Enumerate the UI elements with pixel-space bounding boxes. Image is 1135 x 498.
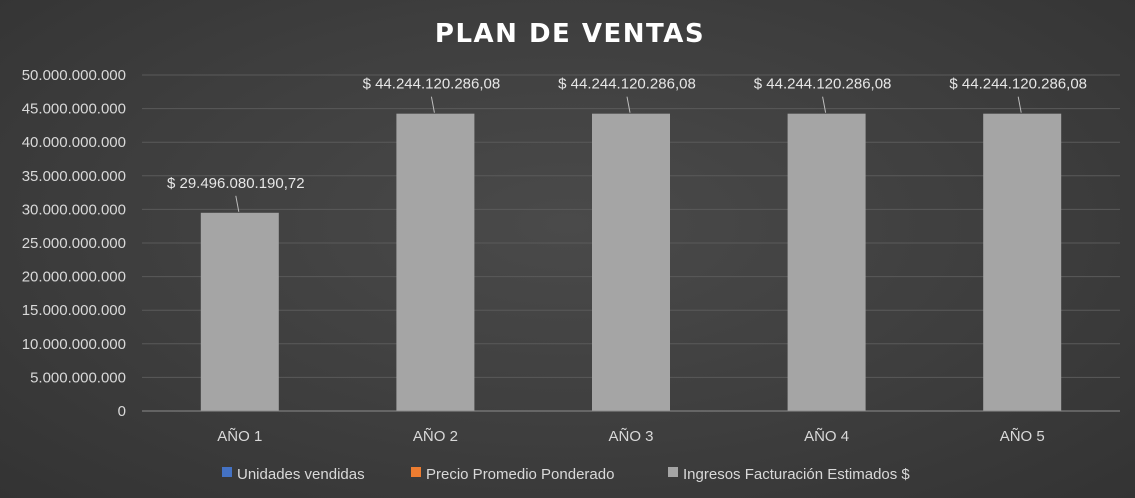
legend-swatch [411, 467, 421, 477]
x-category-label: AÑO 2 [413, 428, 458, 445]
data-label: $ 44.244.120.286,08 [363, 76, 501, 93]
legend-label: Precio Promedio Ponderado [426, 466, 614, 483]
data-label-leader [430, 96, 435, 113]
x-category-label: AÑO 3 [608, 428, 653, 445]
bar [396, 113, 475, 412]
y-tick-label: 10.000.000.000 [22, 336, 126, 353]
y-axis-ticks: 0 5.000.000.000 10.000.000.000 15.000.000.0… [22, 67, 126, 420]
data-label: $ 29.496.080.190,72 [167, 175, 305, 192]
y-tick-label: 50.000.000.000 [22, 67, 126, 84]
legend: Unidades vendidas Precio Promedio Pondera… [222, 466, 910, 483]
data-label-leader [626, 96, 631, 113]
bar [787, 113, 866, 412]
bar [592, 113, 670, 412]
y-tick-label: 40.000.000.000 [22, 134, 126, 151]
y-tick-label: 20.000.000.000 [22, 269, 126, 286]
x-axis-categories: AÑO 1 AÑO 2 AÑO 3 AÑO 4 AÑO 5 [217, 428, 1044, 445]
y-tick-label: 5.000.000.000 [30, 369, 126, 386]
bar [983, 113, 1062, 412]
y-tick-label: 25.000.000.000 [22, 235, 126, 252]
bar [200, 212, 279, 411]
data-label-leader [822, 96, 827, 113]
y-tick-label: 15.000.000.000 [22, 302, 126, 319]
data-label: $ 44.244.120.286,08 [754, 76, 892, 93]
y-tick-label: 30.000.000.000 [22, 201, 126, 218]
legend-swatch [222, 467, 232, 477]
y-tick-label: 0 [118, 403, 126, 420]
legend-swatch [668, 467, 678, 477]
data-label-leader [235, 195, 240, 212]
legend-label: Ingresos Facturación Estimados $ [683, 466, 910, 483]
x-category-label: AÑO 4 [804, 428, 849, 445]
data-label: $ 44.244.120.286,08 [949, 76, 1087, 93]
chart-title: PLAN DE VENTAS [435, 19, 705, 49]
data-labels: $ 29.496.080.190,72 $ 44.244.120.286,08 $ … [167, 76, 1087, 212]
data-label-leader [1017, 96, 1022, 113]
y-tick-label: 45.000.000.000 [22, 101, 126, 118]
x-category-label: AÑO 5 [1000, 428, 1045, 445]
legend-label: Unidades vendidas [237, 466, 365, 483]
data-label: $ 44.244.120.286,08 [558, 76, 696, 93]
bars [200, 113, 1062, 412]
y-tick-label: 35.000.000.000 [22, 168, 126, 185]
x-category-label: AÑO 1 [217, 428, 262, 445]
